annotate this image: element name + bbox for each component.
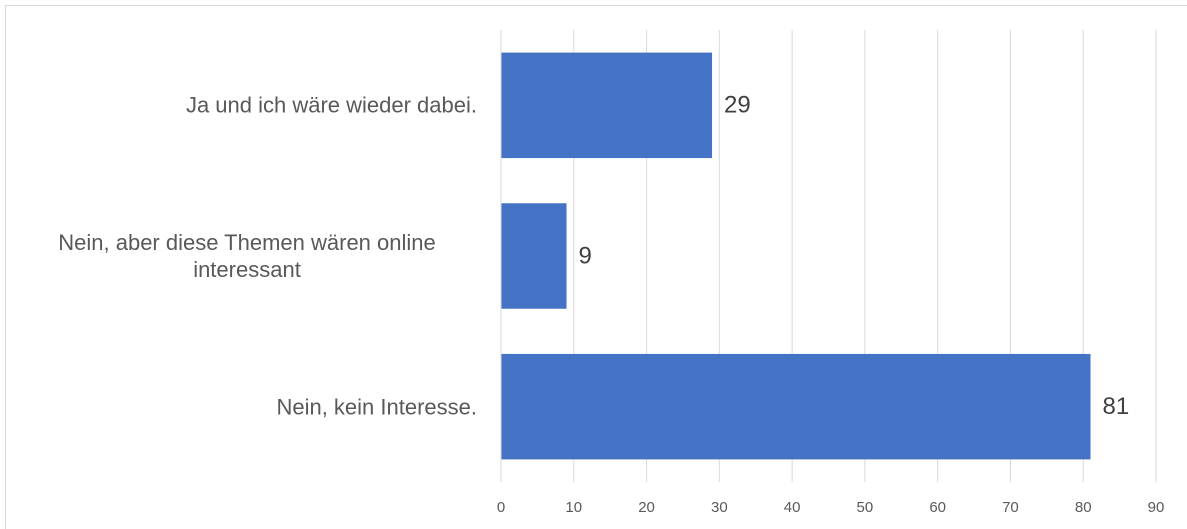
x-tick-label: 70 [1002,499,1019,516]
category-label-box: Nein, aber diese Themen wären online int… [7,229,477,283]
x-tick-label: 80 [1075,499,1092,516]
x-tick-label: 40 [784,499,801,516]
x-tick-label: 30 [711,499,728,516]
bar [501,203,567,309]
x-tick-label: 50 [857,499,874,516]
data-label: 81 [1103,393,1130,420]
bar [501,52,713,159]
category-label-box: Ja und ich wäre wieder dabei. [7,92,477,119]
x-tick-label: 20 [638,499,655,516]
y-tick-label: Nein, kein Interesse. [276,394,477,420]
category-label-box: Nein, kein Interesse. [7,393,477,420]
chart-border [5,5,1187,529]
x-tick-label: 60 [929,499,946,516]
y-tick-label: Nein, aber diese Themen wären online int… [58,230,436,282]
x-tick-label: 10 [565,499,582,516]
bar [501,353,1091,460]
data-label: 9 [579,242,592,269]
x-tick-label: 0 [497,499,505,516]
data-label: 29 [724,92,751,119]
y-tick-label: Ja und ich wäre wieder dabei. [185,92,477,118]
x-tick-label: 90 [1148,499,1165,516]
